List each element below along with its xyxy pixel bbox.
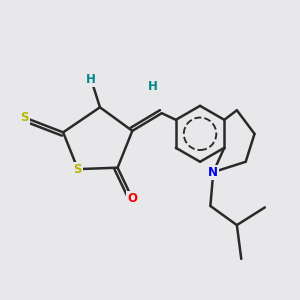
Text: H: H xyxy=(148,80,158,93)
Text: H: H xyxy=(86,73,96,86)
Text: S: S xyxy=(74,163,82,176)
Text: N: N xyxy=(208,166,218,178)
Text: S: S xyxy=(21,111,29,124)
Text: O: O xyxy=(127,192,137,205)
